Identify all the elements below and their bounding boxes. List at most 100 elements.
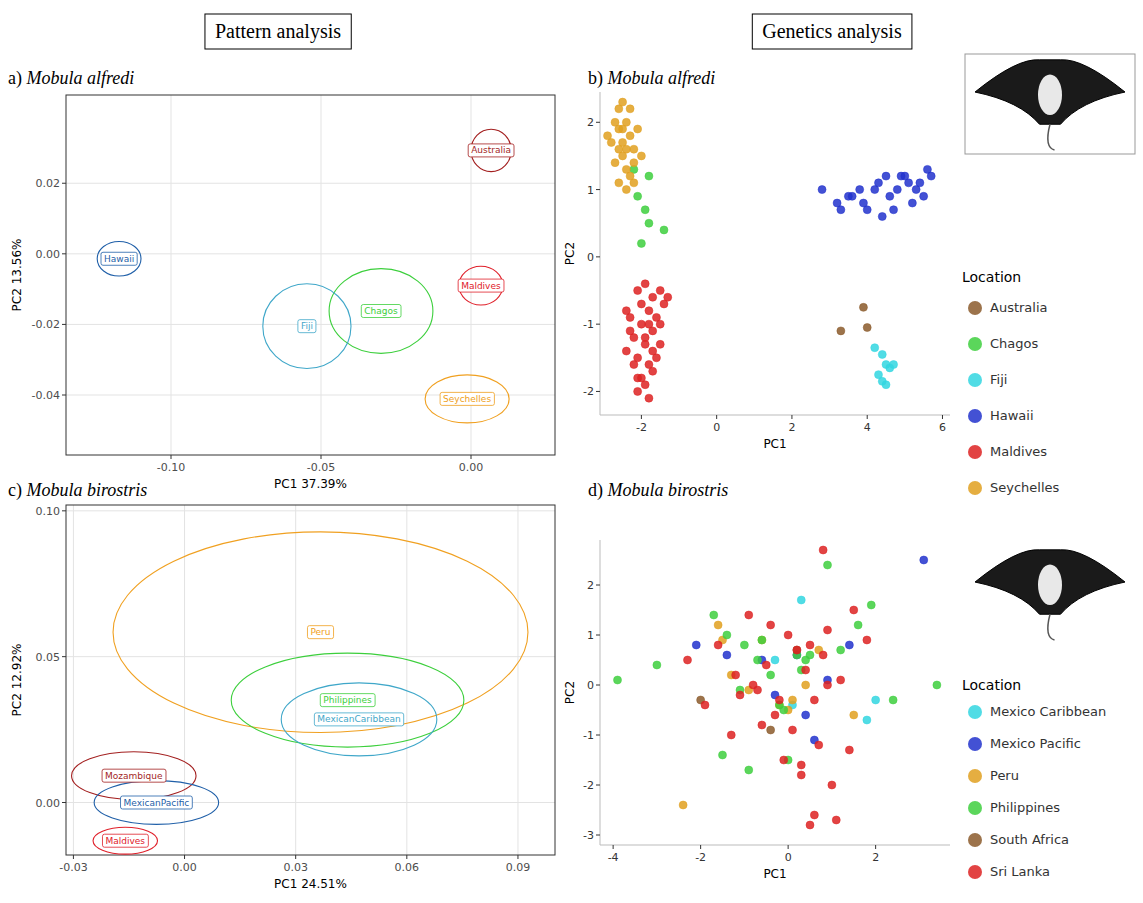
tick-mark [596, 256, 600, 257]
data-point [920, 556, 928, 564]
y-tick-label: -1 [583, 729, 594, 742]
y-tick-label: -0.02 [32, 318, 60, 331]
data-point [897, 172, 905, 180]
data-point [845, 746, 853, 754]
grid-line [66, 510, 555, 511]
legend-label: Fiji [990, 372, 1007, 387]
x-axis-line [600, 415, 950, 416]
data-point [871, 186, 879, 194]
tick-mark [62, 253, 66, 254]
y-tick-label: -1 [583, 318, 594, 331]
data-point [832, 816, 840, 824]
data-point [630, 145, 638, 153]
manta-illustration [975, 550, 1125, 640]
data-point [927, 172, 935, 180]
data-point [611, 159, 619, 167]
data-point [767, 726, 775, 734]
data-point [634, 125, 642, 133]
data-point [890, 361, 898, 369]
data-point [714, 641, 722, 649]
group-ellipse [113, 532, 528, 733]
data-point [634, 387, 642, 395]
data-point [645, 394, 653, 402]
data-point [622, 307, 630, 315]
legend-swatch [968, 737, 982, 751]
tick-mark [791, 415, 792, 419]
data-point [619, 98, 627, 106]
ellipse-label: Peru [307, 626, 333, 639]
grid-line [321, 95, 322, 455]
group-label-box [102, 834, 148, 847]
panel-title: d) Mobula birostris [588, 480, 728, 501]
grid-line [66, 656, 555, 657]
illustration-frame [965, 54, 1135, 154]
data-point [758, 721, 766, 729]
ellipse-label: Chagos [361, 305, 401, 318]
data-point [626, 105, 634, 113]
group-label: Hawaii [104, 254, 134, 264]
y-tick-label: 0.05 [36, 651, 61, 664]
data-point [692, 641, 700, 649]
data-point [723, 631, 731, 639]
data-point [767, 671, 775, 679]
tick-mark [171, 455, 172, 459]
ellipse-label: Philippines [320, 694, 375, 707]
data-point [872, 696, 880, 704]
legend-swatch [968, 445, 982, 459]
x-axis-line [600, 845, 950, 846]
data-point [863, 636, 871, 644]
data-point [863, 324, 871, 332]
data-point [758, 636, 766, 644]
data-point [837, 206, 845, 214]
legend-label: Mexico Pacific [990, 736, 1081, 751]
data-point [754, 656, 762, 664]
data-point [802, 711, 810, 719]
data-point [878, 212, 886, 220]
group-label-box [307, 626, 333, 639]
data-point [615, 125, 623, 133]
data-point [727, 731, 735, 739]
group-ellipse [97, 241, 141, 276]
legend-swatch [968, 481, 982, 495]
data-point [645, 320, 653, 328]
data-point [859, 303, 867, 311]
data-point [723, 651, 731, 659]
plot-background [66, 95, 555, 455]
data-point [890, 206, 898, 214]
tick-mark [596, 189, 600, 190]
data-point [754, 686, 762, 694]
panel-letter: d) [588, 480, 608, 501]
group-label: Mozambique [105, 771, 163, 781]
marks [72, 532, 528, 854]
group-label: Fiji [301, 321, 313, 331]
data-point [850, 606, 858, 614]
tick-mark [596, 635, 600, 636]
tick-mark [596, 122, 600, 123]
panel-title: c) Mobula birostris [8, 480, 147, 501]
tick-mark [62, 510, 66, 511]
legend-label: Chagos [990, 336, 1038, 351]
data-point [656, 287, 664, 295]
data-point [653, 661, 661, 669]
group-label: Australia [471, 145, 511, 155]
legend-label: Philippines [990, 800, 1060, 815]
figure: Pattern analysisGenetics analysisa) Mobu… [0, 0, 1143, 903]
data-point [908, 199, 916, 207]
tick-mark [716, 415, 717, 419]
tick-mark [406, 855, 407, 859]
group-label: Seychelles [443, 394, 491, 404]
data-point [645, 172, 653, 180]
data-point [802, 666, 810, 674]
plot-frame [66, 505, 555, 855]
x-tick-label: 2 [872, 851, 879, 864]
tick-mark [942, 415, 943, 419]
data-point [797, 596, 805, 604]
data-point [614, 676, 622, 684]
x-axis-title: PC1 37.39% [274, 477, 347, 491]
data-point [626, 327, 634, 335]
data-point [854, 621, 862, 629]
tick-mark [471, 455, 472, 459]
header-box [752, 14, 912, 49]
legend: LocationMexico CaribbeanMexico PacificPe… [962, 677, 1106, 879]
data-point [767, 621, 775, 629]
